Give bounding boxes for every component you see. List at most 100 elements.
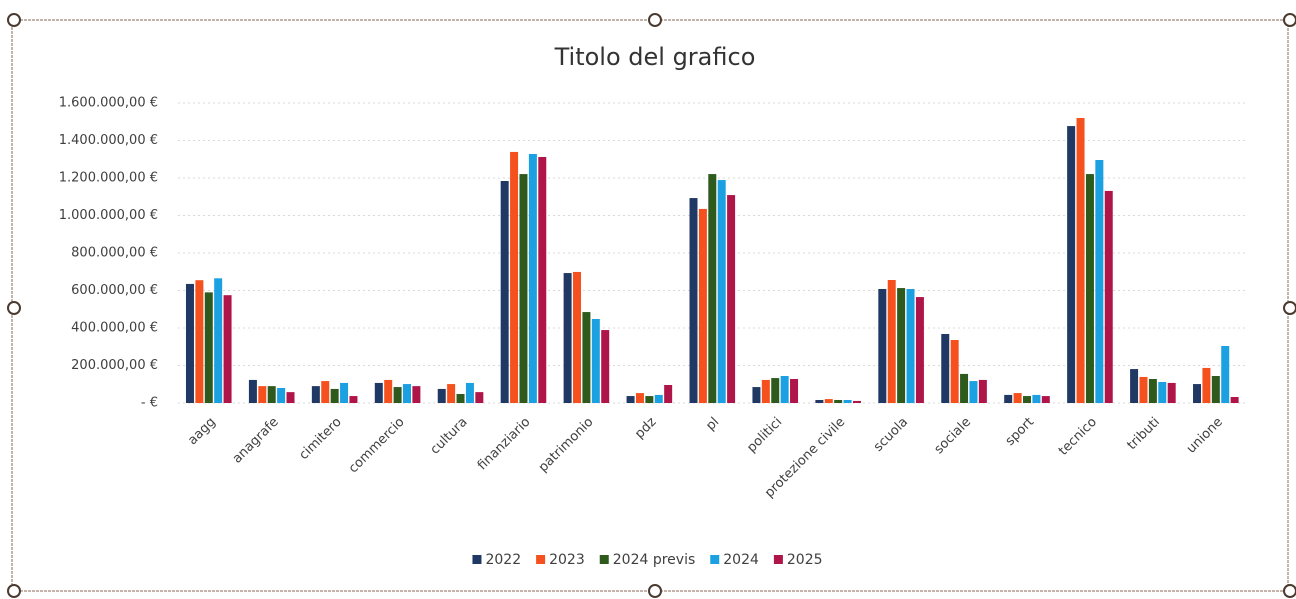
bar	[852, 400, 861, 403]
bar	[1104, 190, 1113, 403]
bar	[286, 392, 295, 403]
bar	[1076, 118, 1085, 403]
bar	[843, 400, 852, 403]
bar	[664, 385, 673, 403]
bar	[915, 297, 924, 403]
bar	[311, 386, 320, 403]
legend-swatch	[536, 555, 546, 564]
y-tick-label: 400.000,00 €	[71, 321, 158, 336]
bar	[1211, 376, 1220, 403]
bar	[519, 174, 528, 403]
bar	[1158, 382, 1167, 403]
bar	[321, 381, 330, 403]
bar	[950, 340, 959, 403]
bar	[761, 379, 770, 403]
bar	[717, 180, 726, 403]
bar	[1023, 396, 1032, 403]
bar	[834, 400, 843, 403]
y-tick-label: 800.000,00 €	[71, 246, 158, 261]
bar	[591, 319, 600, 403]
bar	[538, 157, 547, 403]
bar	[1130, 369, 1139, 403]
legend-swatch	[472, 555, 482, 564]
bar	[1067, 126, 1076, 403]
bar	[708, 174, 717, 403]
bar	[1085, 174, 1094, 403]
bar	[223, 295, 232, 403]
bar	[654, 394, 663, 403]
bar	[689, 198, 698, 403]
bar	[897, 288, 906, 403]
bar	[258, 386, 267, 403]
bar	[267, 386, 276, 403]
y-tick-label: 200.000,00 €	[71, 358, 158, 373]
y-tick-label: 1.400.000,00 €	[59, 133, 158, 148]
bar	[1167, 382, 1176, 403]
legend-label: 2023	[549, 552, 585, 568]
bar	[402, 384, 411, 403]
bar	[510, 151, 519, 403]
bar	[878, 289, 887, 403]
legend-swatch	[773, 555, 783, 564]
bar	[214, 278, 223, 403]
bar	[1193, 384, 1202, 403]
bar	[727, 195, 736, 403]
bar	[349, 396, 358, 403]
bar	[248, 379, 257, 403]
bar	[204, 292, 213, 403]
y-tick-label: 600.000,00 €	[71, 283, 158, 298]
bar	[195, 280, 204, 403]
legend-swatch	[710, 555, 720, 564]
bar	[1032, 394, 1041, 403]
bar	[941, 334, 950, 403]
legend-label: 2022	[485, 552, 521, 568]
bar	[374, 382, 383, 403]
bar	[437, 388, 446, 403]
bar	[698, 208, 707, 403]
bar	[475, 392, 484, 403]
bar	[573, 271, 582, 403]
resize-handles[interactable]	[7, 13, 1296, 598]
bar	[1230, 397, 1239, 403]
bar	[601, 330, 610, 403]
legend-label: 2024	[723, 552, 759, 568]
bar	[978, 379, 987, 403]
y-tick-label: 1.200.000,00 €	[59, 171, 158, 186]
bar	[563, 273, 572, 403]
bar	[771, 378, 780, 403]
bar	[635, 393, 644, 403]
bar	[1041, 396, 1050, 403]
bar	[1202, 367, 1211, 403]
bar	[824, 399, 833, 403]
bar	[906, 289, 915, 403]
bar	[528, 154, 537, 403]
legend-swatch	[599, 555, 609, 564]
y-tick-label: 1.000.000,00 €	[59, 208, 158, 223]
bar	[780, 376, 789, 403]
bar	[412, 386, 421, 403]
bar	[185, 283, 194, 403]
chart-title: Titolo del grafico	[554, 43, 756, 71]
bar	[815, 400, 824, 403]
bar	[340, 382, 349, 403]
bar	[969, 381, 978, 403]
bar	[465, 382, 474, 403]
bar	[500, 181, 509, 403]
bar	[1004, 394, 1013, 403]
bar	[393, 387, 402, 403]
bar	[330, 388, 339, 403]
bar	[1095, 160, 1104, 403]
bar	[960, 373, 969, 403]
y-tick-label: - €	[141, 396, 158, 411]
legend-label: 2024 previs	[613, 552, 696, 568]
bar	[384, 379, 393, 403]
bar	[447, 384, 456, 403]
bar	[645, 396, 654, 403]
bar	[1148, 379, 1157, 403]
bar	[1013, 393, 1022, 403]
bar	[1139, 376, 1148, 403]
bar	[752, 387, 761, 403]
bar	[456, 394, 465, 403]
bar	[582, 312, 591, 403]
